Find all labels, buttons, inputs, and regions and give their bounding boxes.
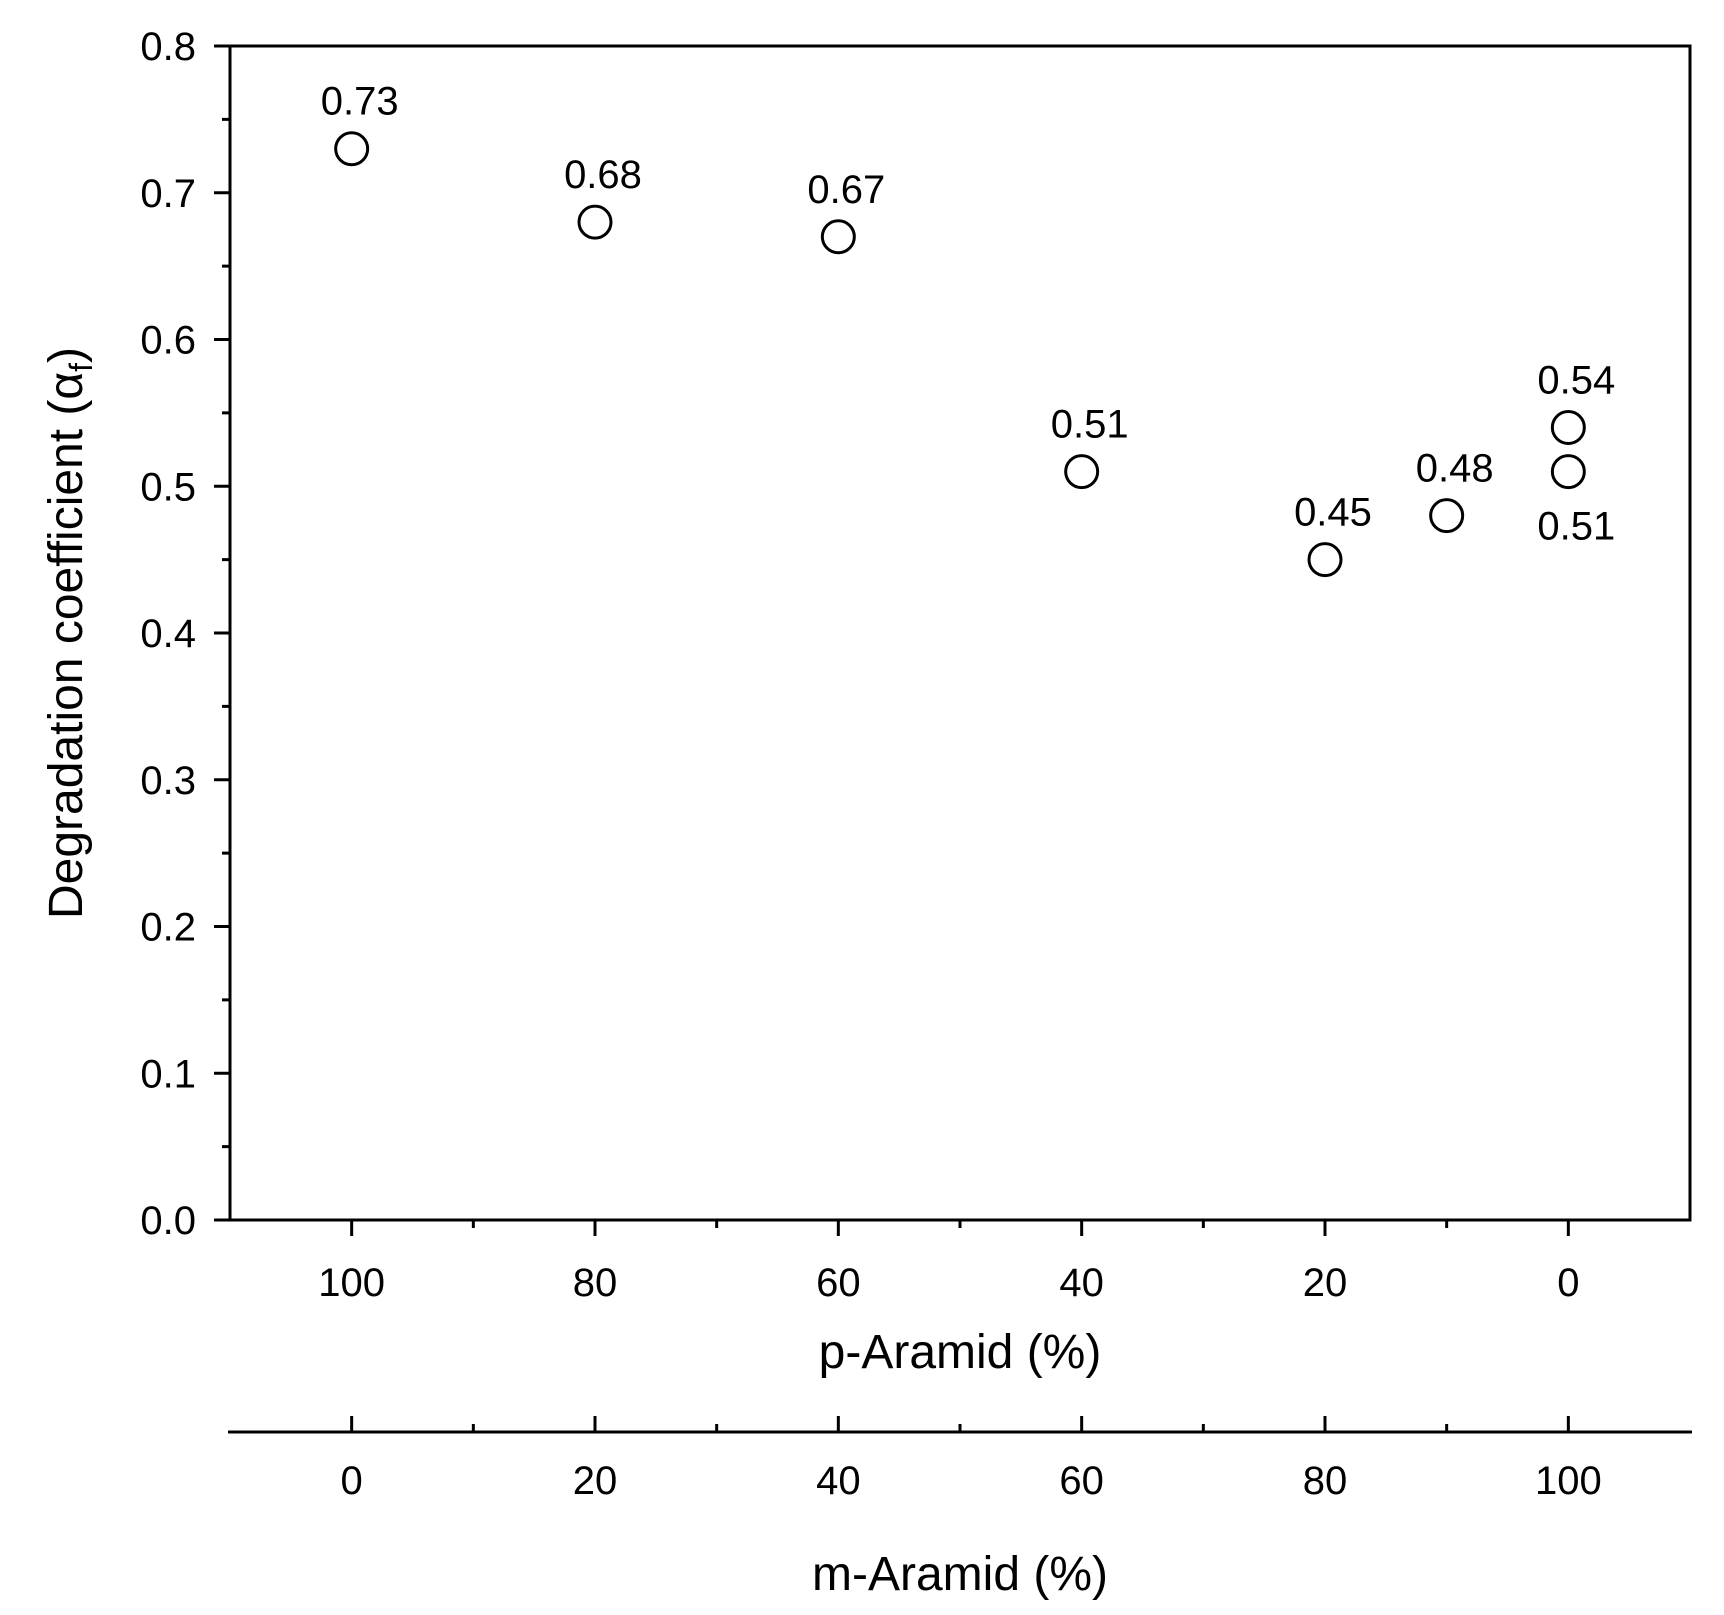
data-point-0	[334, 131, 370, 167]
data-point-7	[1550, 454, 1586, 490]
y-axis-title: Degradation coefficient (αf)	[40, 347, 99, 919]
m-aramid-tick-label-3: 60	[1059, 1459, 1104, 1503]
y-tick-label-7: 0.7	[140, 172, 196, 216]
p-aramid-tick-label-5: 0	[1557, 1261, 1579, 1305]
y-axis-title-symbol: α	[40, 372, 93, 400]
data-point-6	[1550, 410, 1586, 446]
y-tick-label-1: 0.1	[140, 1052, 196, 1096]
m-aramid-axis-title: m-Aramid (%)	[812, 1548, 1108, 1601]
y-axis-title-text: Degradation coefficient (	[40, 400, 93, 919]
data-point-5	[1429, 498, 1465, 534]
y-axis-ticks: 0.0 0.1 0.2 0.3 0.4 0.5 0.6 0.7 0.8	[140, 25, 230, 1243]
p-aramid-axis-ticks: 100 80 60 40 20 0	[318, 1220, 1579, 1305]
y-axis-title-close: )	[40, 347, 93, 363]
p-aramid-tick-label-2: 60	[816, 1261, 861, 1305]
y-tick-label-0: 0.0	[140, 1199, 196, 1243]
data-label-0: 0.73	[321, 80, 399, 124]
p-aramid-tick-label-1: 80	[573, 1261, 618, 1305]
p-aramid-tick-label-0: 100	[318, 1261, 385, 1305]
m-aramid-tick-label-4: 80	[1303, 1459, 1348, 1503]
data-label-6: 0.54	[1537, 359, 1615, 403]
plot-frame	[228, 44, 1692, 1222]
m-aramid-tick-label-5: 100	[1535, 1459, 1602, 1503]
y-tick-label-2: 0.2	[140, 906, 196, 950]
data-point-1	[577, 204, 613, 240]
p-aramid-tick-label-4: 20	[1303, 1261, 1348, 1305]
data-label-1: 0.68	[564, 153, 642, 197]
data-label-3: 0.51	[1051, 403, 1129, 447]
p-aramid-tick-label-3: 40	[1059, 1261, 1104, 1305]
data-label-4: 0.45	[1294, 491, 1372, 535]
m-aramid-tick-label-1: 20	[573, 1459, 618, 1503]
p-aramid-axis-title: p-Aramid (%)	[819, 1326, 1102, 1379]
m-aramid-axis-ticks: 0 20 40 60 80 100	[341, 1416, 1602, 1503]
data-label-7: 0.51	[1537, 505, 1615, 549]
y-tick-label-4: 0.4	[140, 612, 196, 656]
data-label-5: 0.48	[1416, 447, 1494, 491]
y-axis-title-subscript: f	[63, 363, 99, 372]
y-tick-label-6: 0.6	[140, 319, 196, 363]
data-point-2	[820, 219, 856, 255]
m-aramid-tick-label-2: 40	[816, 1459, 861, 1503]
data-point-4	[1307, 542, 1343, 578]
data-points: 0.73 0.68 0.67 0.51 0.45 0.48 0.54 0.51	[321, 80, 1615, 578]
y-tick-label-8: 0.8	[140, 25, 196, 69]
m-aramid-tick-label-0: 0	[341, 1459, 363, 1503]
data-label-2: 0.67	[807, 168, 885, 212]
data-point-3	[1064, 454, 1100, 490]
y-tick-label-5: 0.5	[140, 465, 196, 509]
y-tick-label-3: 0.3	[140, 759, 196, 803]
